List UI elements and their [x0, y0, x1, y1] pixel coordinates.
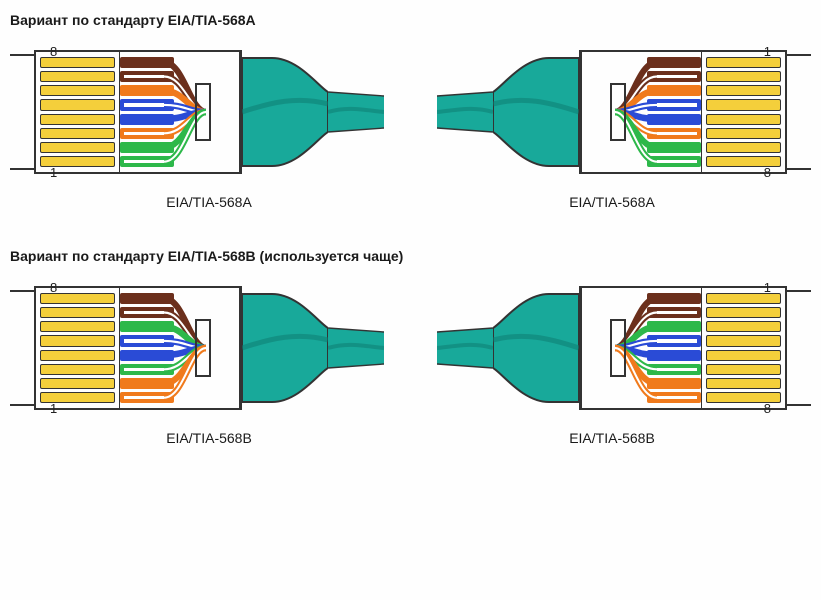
caption-right: EIA/TIA-568A — [417, 194, 807, 210]
cable-stub — [328, 326, 384, 370]
contact-pin — [706, 321, 781, 332]
cable-boot — [242, 50, 328, 174]
pin-number-top: 8 — [50, 44, 57, 59]
pin-number-top: 1 — [764, 280, 771, 295]
contact-pin — [706, 85, 781, 96]
latch-clip — [610, 319, 626, 377]
latch-clip — [195, 83, 211, 141]
contact-pin — [706, 128, 781, 139]
contact-pin — [40, 378, 115, 389]
contact-pin — [40, 128, 115, 139]
contact-pin — [40, 307, 115, 318]
cable-boot — [493, 286, 579, 410]
rj45-assembly-right — [437, 50, 811, 174]
rj45-assembly-left — [10, 50, 384, 174]
pin-number-bottom: 8 — [764, 401, 771, 416]
caption-left: EIA/TIA-568B — [14, 430, 404, 446]
latch-clip — [195, 319, 211, 377]
contact-pin — [40, 321, 115, 332]
connector-body — [581, 288, 701, 408]
contact-pin — [706, 99, 781, 110]
cable-boot — [493, 50, 579, 174]
connector-body — [581, 52, 701, 172]
rj45-assembly-left — [10, 286, 384, 410]
rj45-connector — [579, 286, 787, 410]
section-title: Вариант по стандарту EIA/TIA-568A — [10, 12, 821, 28]
contact-pin — [706, 335, 781, 346]
caption-row: EIA/TIA-568A EIA/TIA-568A — [0, 174, 821, 210]
contact-pin — [706, 364, 781, 375]
contact-pin — [706, 142, 781, 153]
contact-pin — [40, 71, 115, 82]
rj45-connector — [579, 50, 787, 174]
section-1: Вариант по стандарту EIA/TIA-568B (испол… — [0, 248, 821, 446]
section-0: Вариант по стандарту EIA/TIA-568A 81 18E… — [0, 12, 821, 210]
contact-pin — [40, 114, 115, 125]
cable-boot — [242, 286, 328, 410]
connector-row: 81 18 — [0, 286, 821, 410]
pin-number-top: 8 — [50, 280, 57, 295]
contact-pin — [40, 142, 115, 153]
rj45-assembly-right — [437, 286, 811, 410]
caption-right: EIA/TIA-568B — [417, 430, 807, 446]
connector-row: 81 18 — [0, 50, 821, 174]
pin-number-top: 1 — [764, 44, 771, 59]
caption-row: EIA/TIA-568B EIA/TIA-568B — [0, 410, 821, 446]
contact-pin — [706, 307, 781, 318]
contact-pin — [706, 114, 781, 125]
latch-clip — [610, 83, 626, 141]
pin-number-bottom: 1 — [50, 401, 57, 416]
pin-number-bottom: 8 — [764, 165, 771, 180]
contact-pin — [40, 335, 115, 346]
section-title: Вариант по стандарту EIA/TIA-568B (испол… — [10, 248, 821, 264]
pin-bracket — [10, 286, 34, 410]
pin-number-bottom: 1 — [50, 165, 57, 180]
contact-pin — [40, 364, 115, 375]
contact-pin — [40, 85, 115, 96]
contact-pin — [706, 71, 781, 82]
rj45-connector — [34, 50, 242, 174]
caption-left: EIA/TIA-568A — [14, 194, 404, 210]
contact-pin — [40, 99, 115, 110]
cable-stub — [437, 326, 493, 370]
pin-bracket — [787, 286, 811, 410]
cable-stub — [328, 90, 384, 134]
connector-body — [120, 288, 240, 408]
cable-stub — [437, 90, 493, 134]
contact-pin — [706, 378, 781, 389]
pin-bracket — [10, 50, 34, 174]
contact-pin — [40, 350, 115, 361]
connector-body — [120, 52, 240, 172]
contact-pin — [706, 350, 781, 361]
pin-bracket — [787, 50, 811, 174]
rj45-connector — [34, 286, 242, 410]
